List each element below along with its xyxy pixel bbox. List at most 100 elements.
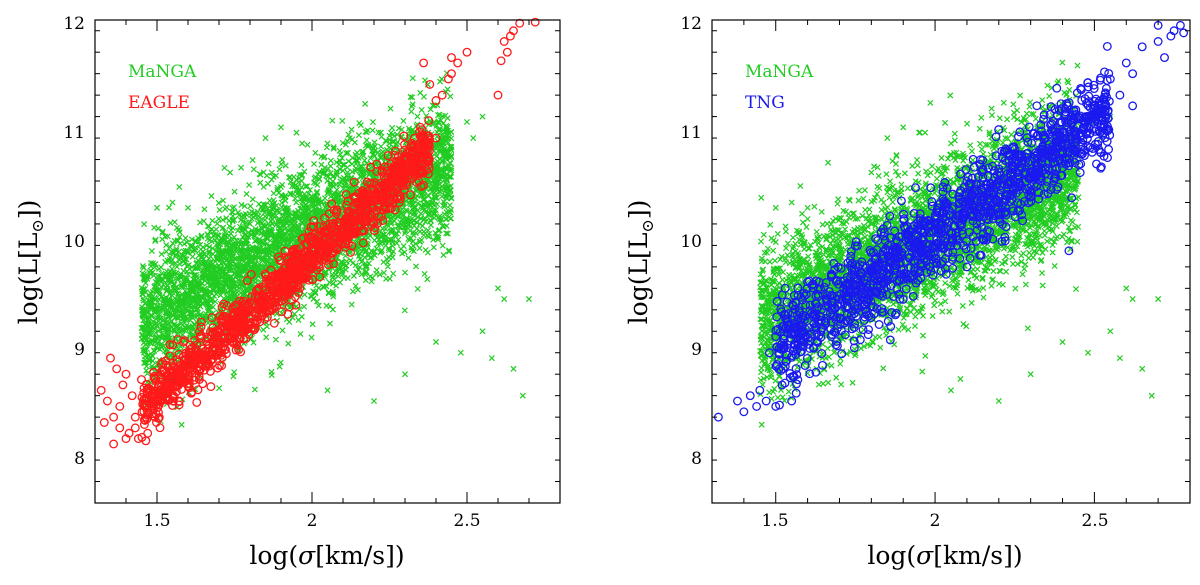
left-eagle-point xyxy=(496,56,506,66)
left-manga-point xyxy=(329,117,336,124)
left-manga-point xyxy=(390,270,397,277)
left-manga-point xyxy=(424,249,431,256)
left-manga-point xyxy=(413,263,420,270)
left-manga-point xyxy=(158,264,165,271)
left-manga-point xyxy=(400,117,407,124)
left-manga-point xyxy=(369,127,376,134)
left-manga-point xyxy=(141,221,148,228)
left-manga-point xyxy=(409,94,416,101)
left-manga-point xyxy=(279,181,286,188)
left-manga-point xyxy=(326,320,334,327)
left-manga-point xyxy=(278,204,285,211)
left-eagle-point xyxy=(130,423,140,433)
left-manga-point xyxy=(310,295,317,302)
left-manga-point xyxy=(348,301,355,308)
left-manga-point xyxy=(409,75,416,82)
left-manga-point xyxy=(222,205,229,213)
left-manga-point xyxy=(408,108,415,115)
left-manga-point xyxy=(357,122,364,129)
left-manga-point xyxy=(167,219,174,226)
left-manga-point xyxy=(272,336,279,343)
left-manga-point xyxy=(159,236,166,243)
left-manga-point xyxy=(243,190,250,198)
left-manga-point xyxy=(165,204,173,211)
left-manga-point xyxy=(401,307,408,314)
left-manga-point xyxy=(197,246,204,253)
left-manga-point xyxy=(246,182,253,189)
left-manga-point xyxy=(463,118,471,125)
left-manga-point xyxy=(494,285,502,292)
left-manga-point xyxy=(327,303,334,310)
left-manga-point xyxy=(401,269,409,276)
left-manga-point xyxy=(383,275,390,282)
left-eagle-point xyxy=(192,398,202,407)
left-manga-point xyxy=(323,144,330,151)
left-manga-point xyxy=(387,105,394,112)
left-manga-point xyxy=(257,179,264,186)
left-manga-point xyxy=(298,184,305,191)
left-eagle-point xyxy=(269,318,279,328)
left-manga-point xyxy=(260,326,267,333)
left-manga-point xyxy=(178,421,185,428)
left-manga-point xyxy=(249,196,256,203)
left-manga-point xyxy=(304,141,311,148)
left-manga-point xyxy=(279,156,286,163)
left-manga-point xyxy=(299,140,306,147)
left-manga-point xyxy=(230,373,237,380)
left-eagle-point xyxy=(115,423,125,433)
left-manga-point xyxy=(382,242,389,249)
left-manga-point xyxy=(312,149,319,156)
left-manga-point xyxy=(439,242,446,249)
left-manga-point xyxy=(438,75,445,83)
left-manga-point xyxy=(383,255,390,263)
left-manga-point xyxy=(407,93,414,100)
left-eagle-point xyxy=(419,58,429,68)
left-manga-point xyxy=(436,216,443,223)
left-manga-point xyxy=(151,224,158,231)
left-manga-point xyxy=(405,254,412,262)
left-manga-point xyxy=(416,245,423,252)
left-manga-point xyxy=(310,160,318,167)
left-manga-point xyxy=(359,148,366,155)
left-manga-point xyxy=(263,334,270,341)
left-manga-point xyxy=(378,133,385,140)
left-manga-point xyxy=(479,328,486,335)
left-manga-point xyxy=(192,247,199,254)
left-manga-point xyxy=(330,145,337,152)
left-manga-point xyxy=(278,199,285,206)
left-eagle-point xyxy=(106,353,115,363)
left-manga-point xyxy=(351,139,358,146)
left-manga-point xyxy=(297,330,304,337)
left-manga-point xyxy=(525,296,533,303)
left-manga-point xyxy=(327,157,334,164)
left-manga-point xyxy=(182,235,189,242)
left-manga-point xyxy=(421,270,428,277)
left-manga-point xyxy=(250,166,257,173)
left-manga-point xyxy=(301,303,308,310)
left-eagle-point xyxy=(127,391,137,401)
left-manga-point xyxy=(432,338,440,346)
left-eagle-point xyxy=(118,380,128,390)
left-manga-point xyxy=(417,89,424,96)
left-eagle-point xyxy=(137,375,146,385)
left-manga-point xyxy=(423,112,430,119)
left-manga-point xyxy=(153,287,160,294)
left-eagle-point xyxy=(462,47,472,57)
left-manga-point xyxy=(510,365,517,372)
left-manga-point xyxy=(277,124,285,131)
left-manga-point xyxy=(314,298,321,305)
left-manga-point xyxy=(293,129,300,136)
left-manga-point xyxy=(215,215,222,222)
left-eagle-point xyxy=(493,90,503,100)
left-manga-point xyxy=(152,237,159,244)
left-manga-point xyxy=(446,202,453,209)
left-manga-point xyxy=(424,276,431,283)
left-eagle-point xyxy=(99,418,109,427)
left-panel: 1.5 2 2.5 8 9 10 11 12 log(σ[km/s]) log(… xyxy=(14,14,561,570)
left-manga-point xyxy=(276,166,283,173)
left-manga-point xyxy=(457,349,464,356)
left-eagle-point xyxy=(453,58,463,68)
left-manga-point xyxy=(349,288,356,295)
left-manga-point xyxy=(169,199,176,206)
left-manga-point xyxy=(336,147,343,154)
